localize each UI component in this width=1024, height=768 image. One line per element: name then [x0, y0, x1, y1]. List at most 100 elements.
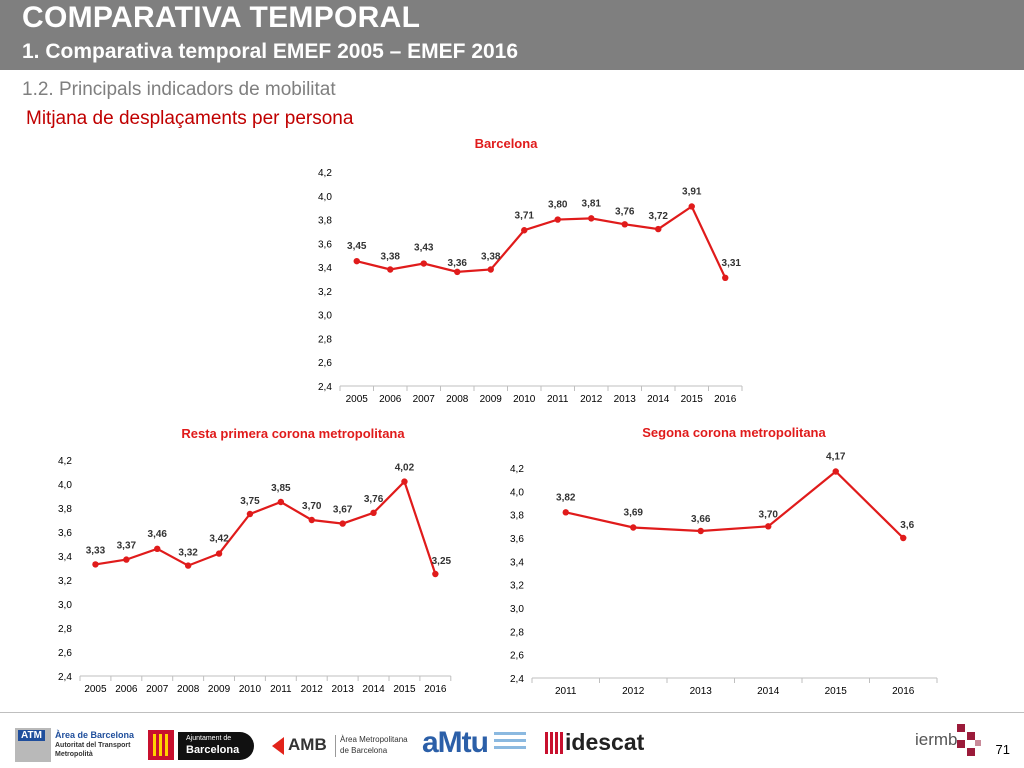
series-line	[565, 470, 905, 539]
data-point	[123, 556, 130, 563]
y-tick-label: 3,2	[510, 581, 524, 592]
series-line	[356, 204, 727, 279]
data-point	[454, 268, 461, 276]
x-tick-label: 2013	[332, 684, 355, 695]
amtu-logo: aMtu	[422, 726, 532, 762]
y-tick-label: 3,8	[58, 504, 72, 515]
data-point	[154, 545, 161, 552]
y-tick-label: 2,8	[510, 627, 524, 638]
y-tick-label: 3,6	[58, 528, 72, 539]
chart-barcelona: Barcelona 2,4 2,6 2,8 3,0 3,2 3,4 3,6 3,8 4,0 4,2 2…	[318, 136, 743, 405]
y-tick-label: 2,4	[318, 382, 332, 393]
data-label: 3,32	[178, 548, 198, 559]
iermb-mark: iermb	[915, 730, 958, 749]
y-tick-label: 2,4	[510, 674, 524, 685]
data-point	[655, 225, 662, 233]
y-tick-label: 2,6	[58, 648, 72, 659]
y-tick-label: 4,2	[510, 464, 524, 475]
y-tick-label: 4,2	[318, 168, 332, 179]
x-tick-label: 2011	[547, 394, 569, 405]
data-label: 3,85	[271, 483, 291, 494]
data-point	[588, 215, 595, 222]
data-label: 3,82	[556, 492, 576, 503]
atm-sub2: Metropolità	[55, 751, 93, 758]
chart-title: Resta primera corona metropolitana	[181, 426, 405, 441]
idescat-logo: idescat	[545, 728, 655, 760]
y-tick-label: 3,0	[510, 604, 524, 615]
data-label: 3,67	[333, 505, 353, 516]
data-label: 3,72	[649, 211, 669, 222]
data-label: 3,76	[364, 494, 384, 505]
atm-logo: ATM Àrea de Barcelona Autoritat del Tran…	[15, 728, 135, 764]
y-tick-label: 3,2	[318, 287, 332, 298]
data-label: 3,75	[240, 496, 260, 507]
y-tick-label: 2,6	[510, 651, 524, 662]
x-tick-label: 2007	[146, 684, 169, 695]
page-subtitle: 1. Comparativa temporal EMEF 2005 – EMEF…	[22, 40, 519, 63]
y-tick-label: 3,4	[58, 552, 72, 563]
data-label: 3,43	[414, 243, 434, 254]
x-tick-label: 2015	[825, 686, 848, 697]
data-label: 3,46	[148, 529, 168, 540]
atm-name: Àrea de Barcelona	[55, 730, 135, 740]
y-tick-label: 3,6	[510, 534, 524, 545]
x-tick-label: 2005	[84, 684, 107, 695]
y-tick-label: 2,6	[318, 358, 332, 369]
y-tick-label: 2,8	[318, 334, 332, 345]
data-label: 3,36	[448, 258, 468, 269]
y-tick-label: 3,4	[318, 263, 332, 274]
data-point	[420, 260, 427, 267]
ajuntament-top: Ajuntament de	[186, 735, 232, 742]
data-point	[370, 509, 377, 516]
data-label: 3,38	[381, 251, 401, 262]
data-label: 3,42	[209, 534, 229, 545]
metric-heading: Mitjana de desplaçaments per persona	[26, 108, 354, 129]
y-tick-label: 4,0	[318, 192, 332, 203]
data-point	[722, 274, 729, 282]
data-label: 3,81	[582, 198, 602, 209]
data-point	[401, 478, 408, 485]
y-tick-label: 3,8	[510, 511, 524, 522]
x-tick-label: 2007	[413, 394, 436, 405]
data-label: 3,76	[615, 206, 635, 217]
x-tick-label: 2012	[580, 394, 603, 405]
x-tick-label: 2014	[647, 394, 670, 405]
amb-text2: de Barcelona	[340, 746, 388, 755]
x-tick-label: 2011	[555, 686, 577, 697]
iermb-logo: iermb	[915, 724, 985, 760]
data-point	[554, 216, 561, 223]
y-tick-label: 3,6	[318, 239, 332, 250]
x-tick-label: 2005	[346, 394, 369, 405]
data-label: 3,66	[691, 514, 711, 525]
data-label: 3,6	[900, 520, 914, 531]
data-point	[688, 203, 695, 210]
x-tick-label: 2008	[446, 394, 469, 405]
data-label: 3,37	[117, 541, 137, 552]
y-tick-label: 2,8	[58, 624, 72, 635]
x-tick-label: 2008	[177, 684, 200, 695]
data-label: 3,70	[302, 501, 322, 512]
x-tick-label: 2006	[115, 684, 138, 695]
data-point	[487, 266, 494, 273]
idescat-mark: idescat	[565, 729, 645, 755]
data-label: 3,38	[481, 251, 501, 262]
data-point	[308, 516, 315, 524]
ajuntament-logo: Ajuntament de Barcelona	[148, 730, 254, 762]
data-point	[832, 468, 839, 475]
x-tick-label: 2014	[757, 686, 780, 697]
y-tick-label: 3,4	[510, 557, 524, 568]
data-point	[277, 498, 285, 506]
data-label: 4,02	[395, 463, 415, 474]
data-point	[765, 523, 772, 530]
x-tick-label: 2013	[614, 394, 637, 405]
data-label: 3,80	[548, 200, 568, 211]
amb-text1: Àrea Metropolitana	[340, 735, 408, 744]
y-tick-label: 3,0	[318, 311, 332, 322]
data-label: 3,25	[432, 556, 452, 567]
y-tick-label: 3,8	[318, 216, 332, 227]
x-tick-label: 2010	[513, 394, 536, 405]
data-label: 3,71	[515, 210, 535, 221]
atm-sub1: Autoritat del Transport	[55, 742, 131, 749]
x-tick-label: 2013	[690, 686, 713, 697]
x-tick-label: 2012	[622, 686, 645, 697]
